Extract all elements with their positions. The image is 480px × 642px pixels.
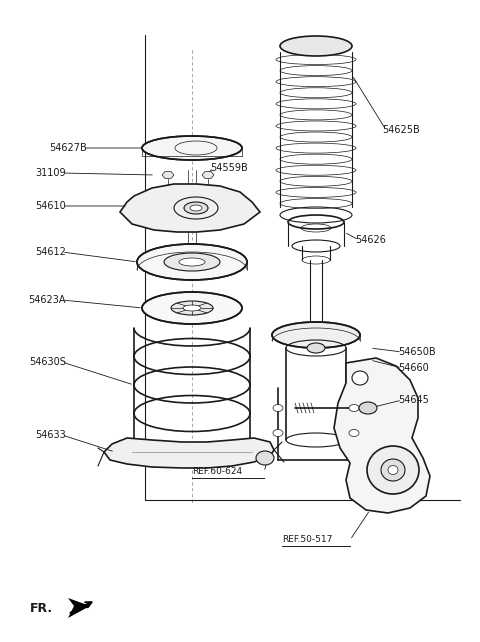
Polygon shape <box>120 184 260 232</box>
Text: 54633: 54633 <box>35 430 66 440</box>
Ellipse shape <box>164 253 220 271</box>
Polygon shape <box>162 171 174 178</box>
Text: 54630S: 54630S <box>29 357 66 367</box>
Ellipse shape <box>349 404 359 412</box>
Ellipse shape <box>381 459 405 481</box>
Ellipse shape <box>307 343 325 353</box>
Ellipse shape <box>367 446 419 494</box>
Text: 54650B: 54650B <box>398 347 436 357</box>
Ellipse shape <box>273 404 283 412</box>
Polygon shape <box>104 438 274 468</box>
Text: 54623A: 54623A <box>28 295 66 305</box>
Ellipse shape <box>272 322 360 348</box>
Text: 54610: 54610 <box>35 201 66 211</box>
Text: 54645: 54645 <box>398 395 429 405</box>
Text: REF.50-517: REF.50-517 <box>282 535 332 544</box>
Text: 54559B: 54559B <box>210 163 248 173</box>
Ellipse shape <box>184 202 208 214</box>
Ellipse shape <box>280 36 352 56</box>
Text: REF.60-624: REF.60-624 <box>192 467 242 476</box>
Ellipse shape <box>388 465 398 474</box>
Ellipse shape <box>171 301 213 315</box>
Polygon shape <box>334 358 430 513</box>
Polygon shape <box>202 171 214 178</box>
Ellipse shape <box>142 136 242 160</box>
Text: 54625B: 54625B <box>382 125 420 135</box>
Text: 31109: 31109 <box>36 168 66 178</box>
Text: 54660: 54660 <box>398 363 429 373</box>
Ellipse shape <box>183 305 201 311</box>
Ellipse shape <box>256 451 274 465</box>
Ellipse shape <box>359 402 377 414</box>
Text: FR.: FR. <box>30 602 53 614</box>
Text: 54627B: 54627B <box>49 143 87 153</box>
Ellipse shape <box>349 429 359 437</box>
Text: 54626: 54626 <box>355 235 386 245</box>
Ellipse shape <box>179 258 205 266</box>
Ellipse shape <box>352 371 368 385</box>
Text: 54612: 54612 <box>35 247 66 257</box>
Ellipse shape <box>137 244 247 280</box>
Ellipse shape <box>190 205 202 211</box>
Polygon shape <box>68 598 90 618</box>
Ellipse shape <box>273 429 283 437</box>
Ellipse shape <box>142 292 242 324</box>
